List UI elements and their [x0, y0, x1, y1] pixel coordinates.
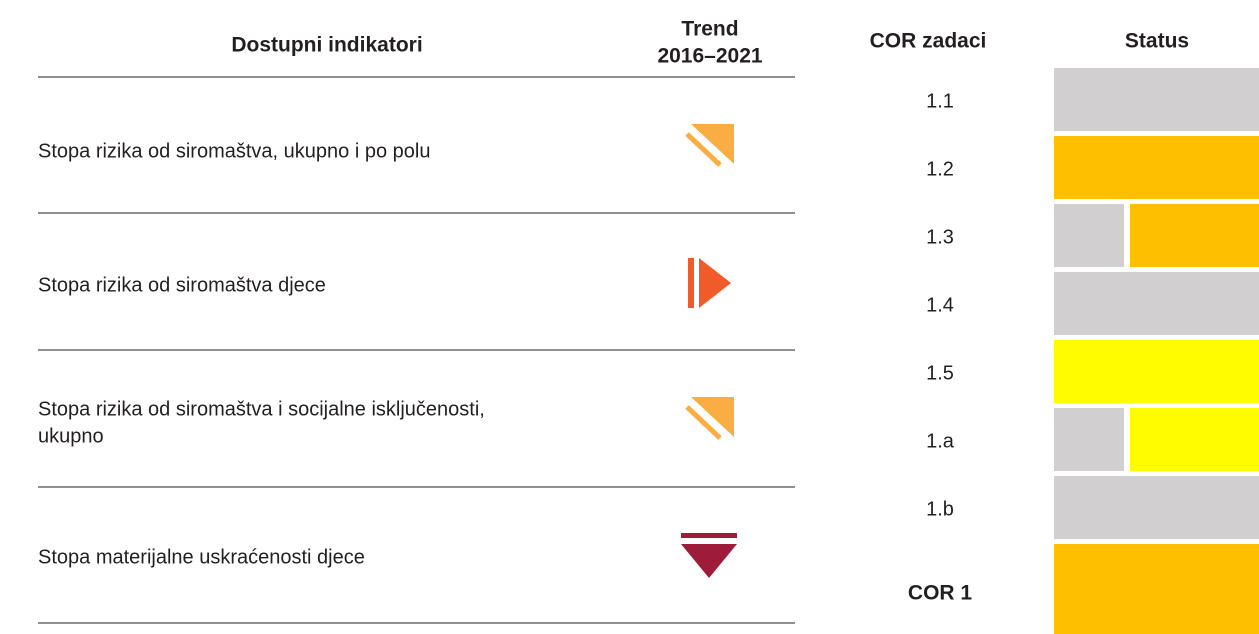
header-tasks: COR zadaci [870, 30, 987, 53]
status-cell [1130, 408, 1259, 471]
indicator-text: ukupno [38, 425, 104, 447]
status-cell [1054, 544, 1259, 634]
status-cell [1054, 408, 1124, 471]
status-cell [1130, 204, 1259, 267]
header-status: Status [1125, 30, 1189, 53]
task-label: COR 1 [908, 582, 973, 605]
indicator-text: Stopa rizika od siromaštva djece [38, 274, 326, 296]
status-cell [1054, 204, 1124, 267]
task-label: 1.b [926, 498, 954, 520]
status-cell [1054, 136, 1259, 199]
trend-icon [681, 533, 737, 578]
indicator-text: Stopa rizika od siromaštva i socijalne i… [38, 398, 485, 420]
trend-icon [685, 397, 734, 440]
task-label: 1.5 [926, 362, 954, 384]
task-label: 1.3 [926, 226, 954, 248]
status-cell [1054, 68, 1259, 131]
header-indicators: Dostupni indikatori [231, 34, 422, 57]
task-label: 1.4 [926, 294, 954, 316]
status-cell [1054, 476, 1259, 539]
status-cell [1054, 340, 1259, 403]
header-trend: Trend [681, 18, 738, 41]
trend-icon [685, 124, 734, 167]
header-trend: 2016–2021 [657, 45, 762, 68]
indicator-text: Stopa rizika od siromaštva, ukupno i po … [38, 140, 430, 162]
task-label: 1.2 [926, 158, 954, 180]
trend-icon [688, 258, 731, 308]
indicator-text: Stopa materijalne uskraćenosti djece [38, 546, 365, 568]
task-label: 1.1 [926, 90, 954, 112]
task-label: 1.a [926, 430, 955, 452]
status-cell [1054, 272, 1259, 335]
